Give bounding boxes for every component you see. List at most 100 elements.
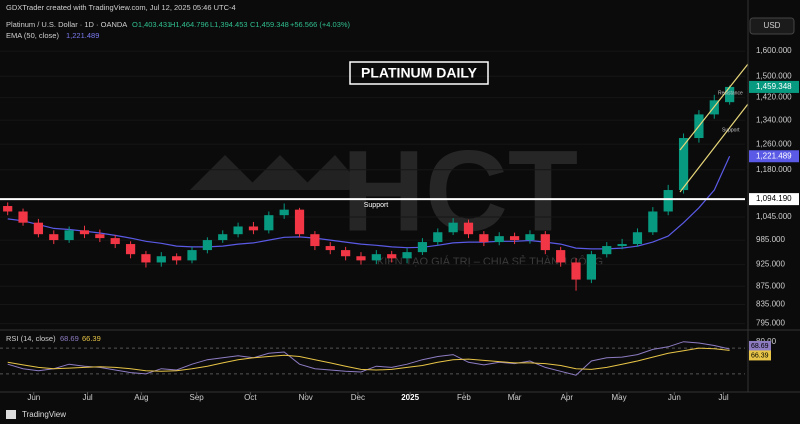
price-tag-label: 1,459.348 xyxy=(756,82,792,91)
currency-button[interactable] xyxy=(749,17,795,35)
rsi-tag-label: 66.39 xyxy=(751,352,769,359)
candle-body xyxy=(310,234,320,247)
watermark-text: HCT xyxy=(342,127,578,255)
candle-body xyxy=(356,256,366,261)
candle-body xyxy=(64,230,74,241)
candle-body xyxy=(678,138,689,191)
ohlc: C1,459.348 xyxy=(250,20,289,29)
y-tick-label: 1,600.000 xyxy=(756,46,792,55)
support-text: Support xyxy=(364,202,389,209)
rsi-line xyxy=(7,347,730,372)
candle-body xyxy=(509,236,520,241)
annotation: Support xyxy=(722,127,740,133)
y-tick-label: 1,045.000 xyxy=(756,212,792,221)
symbol: Platinum / U.S. Dollar · 1D · OANDA xyxy=(6,20,127,29)
candle-body xyxy=(648,211,658,233)
candle-body xyxy=(586,254,596,280)
x-tick-label: Dec xyxy=(351,393,365,402)
ohlc: O1,403.431 xyxy=(132,20,171,29)
footer: TradingView xyxy=(22,410,66,419)
candle-body xyxy=(3,206,13,212)
logo-shape xyxy=(190,155,260,190)
candle-body xyxy=(525,234,535,241)
rsi-legend: RSI (14, close) xyxy=(6,334,56,343)
plot-area xyxy=(0,50,745,325)
rsi-tag xyxy=(749,350,771,361)
candle-body xyxy=(141,254,151,263)
channel-upper xyxy=(679,63,749,151)
candle-body xyxy=(264,215,274,231)
y-tick-label: 1,500.000 xyxy=(756,71,792,80)
credit: GDXTrader created with TradingView.com, … xyxy=(6,3,236,12)
x-tick-label: Nov xyxy=(299,393,313,402)
candle-body xyxy=(279,209,289,216)
candle-body xyxy=(125,244,136,255)
logo-shape xyxy=(245,155,315,190)
price-tag xyxy=(749,150,799,163)
y-tick-label: 925.000 xyxy=(756,260,785,269)
y-tick-label: 1,180.000 xyxy=(756,165,792,174)
candle-body xyxy=(325,246,335,251)
y-tick-label: 795.000 xyxy=(756,319,785,328)
candle-body xyxy=(725,86,735,103)
candle-body xyxy=(402,252,412,259)
price-tag-label: 1,094.190 xyxy=(756,194,792,203)
candle-body xyxy=(79,230,90,235)
candle-body xyxy=(663,190,673,212)
chart-title: PLATINUM DAILY xyxy=(361,65,478,81)
candle-body xyxy=(556,250,566,263)
candle-body xyxy=(463,222,474,235)
candle-body xyxy=(341,250,351,257)
candle-body xyxy=(49,234,59,241)
candle-body xyxy=(371,254,381,261)
candle-body xyxy=(172,256,182,261)
rsi-legend-value: 68.69 xyxy=(60,334,79,343)
candle-body xyxy=(479,234,489,243)
candle-body xyxy=(95,234,105,239)
y-tick-label: 1,340.000 xyxy=(756,115,792,124)
candle-body xyxy=(110,238,120,245)
price-tag-label: 1,221.489 xyxy=(756,151,792,160)
rsi-tag xyxy=(749,340,771,351)
candle-body xyxy=(571,262,581,280)
x-tick-label: Sep xyxy=(190,393,205,402)
y-tick-label: 875.000 xyxy=(756,281,785,290)
ohlc: H1,464.796 xyxy=(170,20,209,29)
currency[interactable]: USD xyxy=(764,21,781,30)
candle-body xyxy=(248,226,259,231)
candle-body xyxy=(433,232,443,243)
x-tick-label: Oct xyxy=(244,393,257,402)
x-tick-label: Feb xyxy=(457,393,471,402)
ema-legend-value: 1,221.489 xyxy=(66,31,99,40)
y-tick-label: 1,420.000 xyxy=(756,93,792,102)
ohlc: +56.566 (+4.03%) xyxy=(290,20,351,29)
candle-body xyxy=(294,209,305,235)
x-tick-label: Apr xyxy=(561,393,574,402)
x-tick-label: 2025 xyxy=(401,393,419,402)
x-tick-label: Jun xyxy=(27,393,40,402)
logo-shape xyxy=(300,155,365,190)
ema-legend: EMA (50, close) xyxy=(6,31,59,40)
candle-body xyxy=(387,254,397,259)
x-tick-label: May xyxy=(611,393,626,402)
candle-body xyxy=(187,250,197,261)
candle-body xyxy=(448,222,458,233)
candle-body xyxy=(18,211,28,223)
x-tick-label: Mar xyxy=(508,393,522,402)
annotation: Resistance xyxy=(718,90,743,96)
rsi-legend-value: 66.39 xyxy=(82,334,101,343)
candle-body xyxy=(218,234,228,241)
x-tick-label: Aug xyxy=(134,393,148,402)
x-tick-label: Jul xyxy=(82,393,92,402)
channel-lower xyxy=(679,103,749,193)
candle-body xyxy=(602,246,612,255)
x-tick-label: Jun xyxy=(668,393,681,402)
candle-body xyxy=(202,240,212,251)
candle-body xyxy=(632,232,643,245)
footer-logo xyxy=(6,410,16,419)
candle-body xyxy=(617,244,627,247)
price-tag xyxy=(749,80,799,93)
ohlc: L1,394.453 xyxy=(210,20,248,29)
candle-body xyxy=(494,236,504,243)
